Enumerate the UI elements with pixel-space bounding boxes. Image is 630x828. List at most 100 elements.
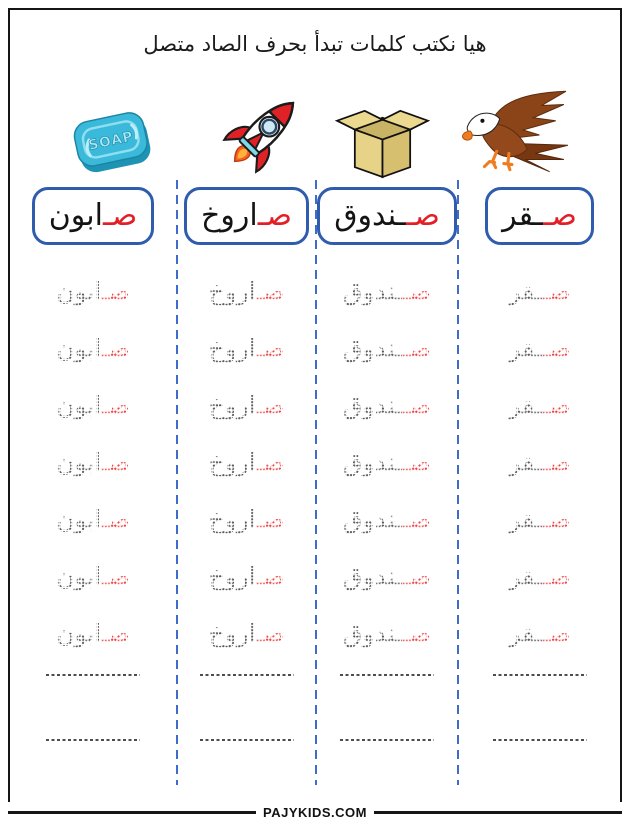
footer: PAJYKIDS.COM [8, 802, 622, 822]
trace-prefix-saad: صـ [255, 619, 285, 648]
write-line [492, 739, 587, 741]
trace-rest: ـندوق [342, 277, 403, 306]
page-title: هيا نكتب كلمات تبدأ بحرف الصاد متصل [143, 32, 487, 56]
trace-rest: ـقر [508, 619, 543, 648]
trace-prefix-saad: صـ [101, 619, 130, 648]
column-divider [457, 180, 459, 785]
practice-column-box: صـ ـندوق صـ ـندوق صـ ـندوق صـ ـندوق صـ ـندوق … [317, 180, 457, 785]
trace-rest: ـندوق [342, 619, 403, 648]
trace-prefix-saad: صـ [101, 391, 130, 420]
trace-rest: ـقر [508, 277, 543, 306]
trace-rest: ـندوق [342, 448, 403, 477]
trace-word: صـ ابون [56, 377, 130, 434]
trace-rest: اروخ [208, 562, 256, 591]
trace-list: صـ اروخ صـ اروخ صـ اروخ صـ اروخ صـ اروخ صـ ارو… [209, 263, 285, 662]
trace-word: صـ ابون [56, 320, 130, 377]
trace-word: صـ اروخ [209, 491, 285, 548]
trace-prefix-saad: صـ [402, 334, 432, 363]
trace-prefix-saad: صـ [255, 448, 285, 477]
trace-prefix-saad: صـ [101, 562, 130, 591]
word-rest: ابون [48, 198, 103, 233]
trace-rest: ابون [56, 505, 102, 534]
trace-rest: ـقر [508, 334, 543, 363]
column-divider [315, 180, 317, 785]
trace-word: صـ ـقر [508, 548, 570, 605]
trace-word: صـ ـندوق [343, 605, 431, 662]
word-rest: ـندوق [334, 198, 406, 233]
trace-rest: اروخ [208, 277, 256, 306]
trace-rest: ـقر [508, 448, 543, 477]
trace-word: صـ اروخ [209, 434, 285, 491]
trace-rest: ابون [56, 448, 102, 477]
trace-prefix-saad: صـ [101, 505, 130, 534]
trace-word: صـ اروخ [209, 320, 285, 377]
write-line [199, 674, 294, 676]
word-card-falcon: صـ ـقر [485, 187, 594, 245]
trace-rest: ابون [56, 391, 102, 420]
trace-word: صـ ابون [56, 434, 130, 491]
write-line [46, 674, 140, 676]
practice-column-soap: صـ ابون صـ ابون صـ ابون صـ ابون صـ ابون صـ ابو… [10, 180, 176, 785]
trace-word: صـ ـقر [508, 605, 570, 662]
word-card-rocket: صـ اروخ [184, 187, 309, 245]
trace-word: صـ ابون [56, 605, 130, 662]
trace-prefix-saad: صـ [542, 448, 571, 477]
trace-rest: اروخ [208, 505, 256, 534]
trace-word: صـ ـندوق [343, 263, 431, 320]
trace-prefix-saad: صـ [542, 562, 571, 591]
trace-prefix-saad: صـ [101, 448, 130, 477]
trace-rest: اروخ [208, 619, 256, 648]
word-rest: اروخ [201, 198, 258, 233]
trace-word: صـ ـقر [508, 263, 570, 320]
trace-prefix-saad: صـ [402, 562, 432, 591]
word-prefix-saad: صـ [542, 198, 577, 233]
soap-icon: SOAP [66, 104, 160, 182]
trace-prefix-saad: صـ [101, 334, 130, 363]
trace-rest: ـندوق [342, 562, 403, 591]
trace-word: صـ ابون [56, 491, 130, 548]
trace-prefix-saad: صـ [255, 334, 285, 363]
trace-prefix-saad: صـ [402, 391, 432, 420]
word-prefix-saad: صـ [257, 198, 292, 233]
trace-prefix-saad: صـ [542, 619, 571, 648]
trace-rest: ـندوق [342, 505, 403, 534]
practice-columns: صـ ابون صـ ابون صـ ابون صـ ابون صـ ابون صـ ابو… [10, 180, 620, 785]
trace-word: صـ ـندوق [343, 491, 431, 548]
trace-prefix-saad: صـ [101, 277, 130, 306]
trace-rest: اروخ [208, 391, 256, 420]
trace-prefix-saad: صـ [255, 277, 285, 306]
trace-rest: ابون [56, 334, 102, 363]
footer-brand: PAJYKIDS.COM [263, 804, 367, 820]
trace-prefix-saad: صـ [402, 277, 432, 306]
trace-list: صـ ـقر صـ ـقر صـ ـقر صـ ـقر صـ ـقر صـ ـقر صـ ـق… [508, 263, 570, 662]
trace-prefix-saad: صـ [255, 562, 285, 591]
practice-column-falcon: صـ ـقر صـ ـقر صـ ـقر صـ ـقر صـ ـقر صـ ـقر صـ ـق… [459, 180, 620, 785]
trace-rest: ابون [56, 562, 102, 591]
box-icon [333, 96, 432, 180]
trace-prefix-saad: صـ [542, 334, 571, 363]
word-rest: ـقر [502, 198, 543, 233]
trace-list: صـ ابون صـ ابون صـ ابون صـ ابون صـ ابون صـ ابو… [56, 263, 130, 662]
trace-prefix-saad: صـ [542, 277, 571, 306]
rocket-icon [210, 86, 312, 184]
footer-rule-right [374, 810, 622, 814]
trace-word: صـ ـندوق [343, 320, 431, 377]
write-line [492, 674, 587, 676]
trace-prefix-saad: صـ [402, 448, 432, 477]
column-divider [176, 180, 178, 785]
trace-word: صـ اروخ [209, 377, 285, 434]
trace-word: صـ ـندوق [343, 377, 431, 434]
trace-word: صـ ـقر [508, 434, 570, 491]
write-line [340, 739, 434, 741]
trace-word: صـ ـندوق [343, 434, 431, 491]
trace-rest: اروخ [208, 448, 256, 477]
word-prefix-saad: صـ [102, 198, 138, 233]
eagle-icon [458, 86, 572, 180]
trace-word: صـ ـقر [508, 320, 570, 377]
trace-word: صـ ـقر [508, 491, 570, 548]
write-line [340, 674, 434, 676]
trace-word: صـ ابون [56, 548, 130, 605]
trace-word: صـ اروخ [209, 263, 285, 320]
word-card-soap: صـ ابون [31, 187, 155, 245]
trace-word: صـ اروخ [209, 605, 285, 662]
